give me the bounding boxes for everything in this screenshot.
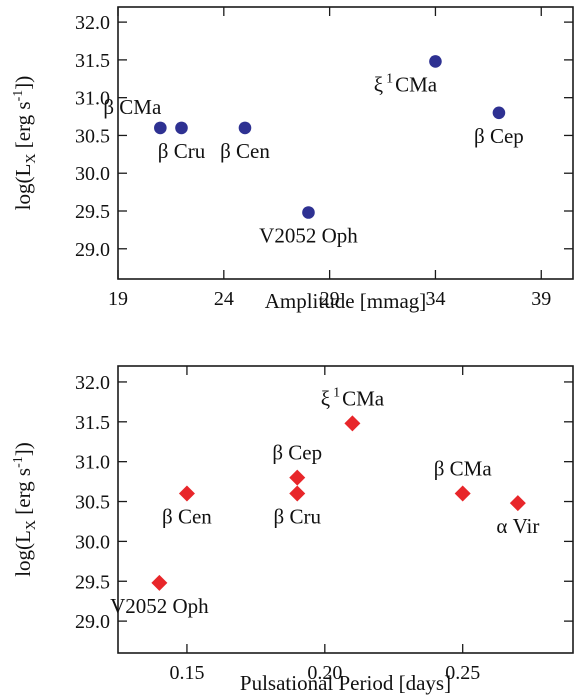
data-point: [492, 106, 506, 120]
plot-frame: [117, 365, 574, 654]
y-tick-label: 29.5: [75, 201, 110, 223]
x-axis-title: Amplitude [mmag]: [265, 289, 427, 313]
x-tick-label: 0.25: [445, 662, 480, 684]
x-tick-label: 24: [214, 288, 234, 310]
data-point: [302, 206, 315, 219]
x-tick-label: 34: [425, 288, 445, 310]
y-tick-label: 30.5: [75, 492, 110, 514]
data-point: [454, 485, 471, 502]
point-label: β Cep: [272, 441, 322, 465]
point-label: β Cen: [220, 139, 270, 163]
y-tick-label: 31.0: [75, 452, 110, 474]
x-tick-label: 39: [531, 288, 551, 310]
y-tick-label: 30.5: [75, 125, 110, 147]
y-tick-label: 32.0: [75, 12, 110, 34]
point-label: V2052 Oph: [259, 224, 358, 248]
x-axis-title: Pulsational Period [days]: [240, 671, 451, 695]
y-tick-label: 31.0: [75, 88, 110, 110]
plot-frame: [117, 6, 574, 280]
point-label: ξ 1CMa: [374, 71, 438, 96]
y-tick-label: 30.0: [75, 531, 110, 553]
point-label: β CMa: [103, 95, 162, 119]
y-tick-label: 31.5: [75, 412, 110, 434]
x-tick-label: 0.20: [307, 662, 342, 684]
y-tick-label: 29.0: [75, 239, 110, 261]
data-point: [178, 485, 195, 502]
chart-panel-2: 29.0 29.5 30.0 30.5 31.0 31.5 32.0 0.15 0.20 0.25…: [11, 365, 574, 695]
y-axis-title: log(LX [erg s-1]): [11, 76, 39, 211]
point-label: α Vir: [496, 514, 539, 538]
x-tick-label: 0.15: [169, 662, 204, 684]
x-tick-label: 29: [320, 288, 340, 310]
data-point: [238, 121, 252, 135]
point-label: V2052 Oph: [110, 594, 209, 618]
data-point: [509, 495, 526, 512]
data-point: [344, 415, 361, 432]
x-tick-label: 19: [108, 288, 128, 310]
point-label: β Cru: [158, 139, 206, 163]
data-point: [154, 121, 167, 135]
y-tick-label: 29.0: [75, 611, 110, 633]
data-point: [289, 485, 306, 502]
data-point: [289, 469, 306, 486]
y-tick-label: 31.5: [75, 50, 110, 72]
point-label: ξ 1CMa: [321, 385, 385, 410]
y-axis-title: log(LX [erg s-1]): [11, 442, 39, 577]
point-label: β Cep: [474, 124, 524, 148]
y-tick-label: 32.0: [75, 372, 110, 394]
chart-panel-1: 29.0 29.5 30.0 30.5 31.0 31.5 32.0 19 24 29 34 39 Am…: [11, 6, 574, 313]
y-tick-label: 29.5: [75, 571, 110, 593]
data-point: [175, 121, 188, 135]
data-point: [151, 574, 168, 591]
point-label: β Cen: [162, 505, 212, 529]
point-label: β CMa: [434, 457, 493, 481]
y-tick-label: 30.0: [75, 163, 110, 185]
data-point: [429, 55, 442, 68]
point-label: β Cru: [274, 505, 322, 529]
